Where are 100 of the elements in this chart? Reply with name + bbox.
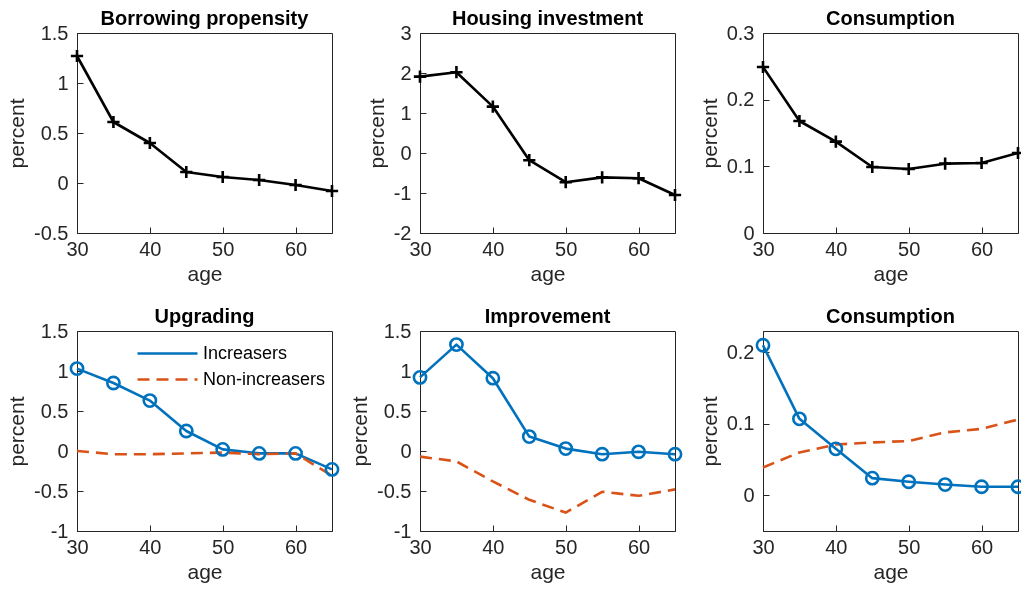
point [558, 441, 574, 457]
point [142, 135, 158, 151]
line-series [418, 455, 677, 514]
point [974, 479, 989, 495]
x-tick-label: 40 [139, 237, 162, 260]
y-tick-label: 1.5 [40, 319, 69, 342]
x-tick-label: 30 [752, 535, 775, 558]
chart-title: Housing investment [451, 7, 644, 29]
y-tick-label: 0.1 [726, 154, 755, 177]
point [412, 69, 428, 85]
point [288, 445, 303, 461]
chart-title: Improvement [484, 305, 611, 327]
chart-title: Upgrading [154, 305, 255, 327]
point [69, 48, 85, 64]
point [667, 187, 683, 203]
x-tick-label: 30 [66, 237, 89, 260]
point [901, 161, 917, 177]
x-tick-label: 40 [482, 535, 505, 558]
y-tick-label: -1 [393, 181, 412, 204]
x-tick-label: 40 [825, 535, 848, 558]
point [792, 411, 807, 427]
x-tick-label: 50 [898, 535, 921, 558]
x-tick-label: 40 [139, 535, 162, 558]
x-axis-title: age [187, 559, 223, 583]
y-tick-label: 0.2 [726, 340, 755, 363]
point [667, 446, 683, 462]
point [828, 134, 844, 150]
chart-title: Consumption [826, 305, 955, 327]
point [106, 375, 121, 391]
x-tick-label: 60 [970, 535, 994, 558]
point [215, 169, 231, 185]
point [937, 477, 953, 492]
y-tick-label: 1 [400, 101, 412, 124]
point [631, 444, 646, 460]
point [974, 155, 989, 171]
x-axis-title: age [873, 261, 909, 285]
point [106, 114, 121, 130]
legend-label: Increasers [203, 342, 288, 363]
x-tick-label: 50 [898, 237, 921, 260]
point [755, 59, 771, 75]
y-tick-label: 2 [400, 61, 412, 84]
point [324, 183, 340, 199]
point [594, 446, 610, 462]
point [178, 423, 194, 439]
point [485, 370, 501, 386]
point [521, 152, 537, 168]
point [901, 474, 917, 490]
y-axis-title: percent [697, 396, 721, 467]
y-tick-label: 0.3 [726, 21, 755, 44]
point [937, 156, 953, 172]
x-tick-label: 60 [627, 535, 651, 558]
y-axis-title: percent [697, 98, 721, 169]
chart-title: Consumption [826, 7, 955, 29]
y-tick-label: 0.5 [40, 121, 69, 144]
y-tick-label: 0.5 [40, 399, 69, 422]
y-tick-label: 1.5 [40, 21, 69, 44]
chart-title: Borrowing propensity [100, 7, 310, 29]
point [449, 64, 464, 80]
point [251, 172, 267, 188]
y-tick-label: 0.2 [726, 88, 755, 111]
x-tick-label: 40 [825, 237, 848, 260]
y-axis-title: percent [5, 396, 29, 467]
point [755, 337, 771, 353]
x-tick-label: 40 [482, 237, 505, 260]
y-tick-label: 0 [400, 141, 412, 164]
y-tick-label: 0 [743, 483, 755, 506]
point [69, 361, 85, 377]
point [864, 159, 880, 175]
y-tick-label: 0 [400, 439, 412, 462]
x-tick-label: 50 [212, 535, 235, 558]
point [485, 99, 501, 115]
x-axis-title: age [873, 559, 909, 583]
point [215, 441, 231, 457]
point [828, 441, 844, 457]
point [412, 369, 428, 385]
y-tick-label: -1 [393, 519, 412, 542]
point [324, 461, 340, 477]
point [251, 445, 267, 461]
x-tick-label: 60 [627, 237, 651, 260]
y-tick-label: -1 [50, 519, 69, 542]
point [142, 393, 158, 409]
x-axis-title: age [530, 559, 566, 583]
x-axis-title: age [530, 261, 566, 285]
y-axis-title: percent [5, 98, 29, 169]
y-tick-label: -0.5 [377, 479, 412, 502]
y-tick-label: 1.5 [383, 319, 412, 342]
x-tick-label: 50 [555, 535, 578, 558]
y-axis-title: percent [348, 396, 372, 467]
point [792, 113, 807, 129]
point [864, 470, 880, 486]
point [558, 174, 574, 190]
x-tick-label: 50 [212, 237, 235, 260]
x-tick-label: 30 [752, 237, 775, 260]
y-tick-label: 0 [57, 439, 69, 462]
y-tick-label: 1 [400, 359, 412, 382]
y-tick-label: 0.5 [383, 399, 412, 422]
y-tick-label: -0.5 [34, 221, 69, 244]
x-tick-label: 50 [555, 237, 578, 260]
y-tick-label: 0 [57, 171, 69, 194]
point [449, 337, 464, 353]
